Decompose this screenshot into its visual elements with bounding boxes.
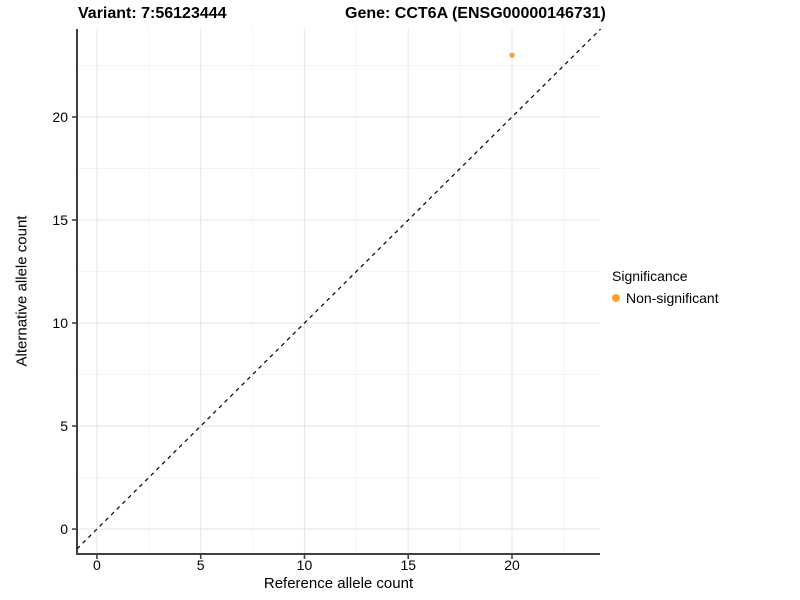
data-point [509, 52, 515, 58]
y-tick-label: 0 [60, 521, 68, 537]
x-tick-label: 15 [400, 557, 416, 573]
legend: Significance Non-significant [612, 268, 719, 306]
identity-dashed-line [76, 28, 602, 550]
legend-entry: Non-significant [612, 290, 719, 306]
x-tick-label: 10 [297, 557, 313, 573]
legend-entry-label: Non-significant [626, 290, 719, 306]
variant-title: Variant: 7:56123444 [78, 5, 227, 22]
legend-title: Significance [612, 268, 688, 284]
y-tick-label: 5 [60, 418, 68, 434]
x-tick-label: 0 [93, 557, 101, 573]
x-axis-title: Reference allele count [263, 575, 414, 592]
x-tick-label: 20 [504, 557, 520, 573]
legend-dot-icon [612, 294, 620, 302]
y-tick-label: 10 [52, 315, 68, 331]
y-tick-label: 20 [52, 109, 68, 125]
y-tick-label: 15 [52, 212, 68, 228]
x-tick-label: 5 [197, 557, 205, 573]
y-axis-title: Alternative allele count [13, 215, 31, 367]
gene-title: Gene: CCT6A (ENSG00000146731) [345, 5, 606, 22]
